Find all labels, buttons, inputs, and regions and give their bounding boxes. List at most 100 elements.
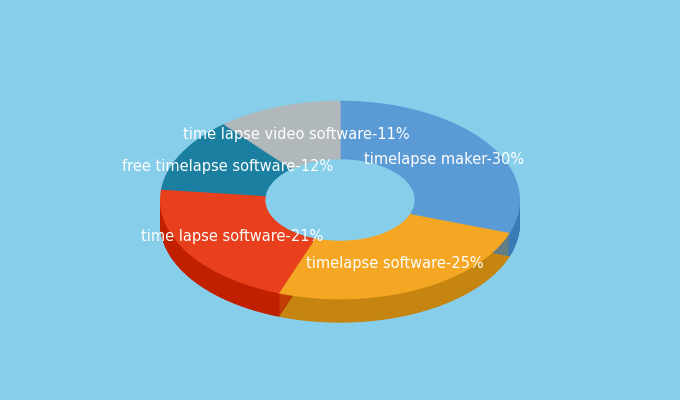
Polygon shape — [367, 238, 369, 262]
Polygon shape — [498, 245, 499, 270]
Polygon shape — [436, 282, 439, 307]
Polygon shape — [365, 239, 367, 262]
Polygon shape — [376, 236, 377, 260]
Polygon shape — [373, 237, 374, 260]
Polygon shape — [364, 239, 365, 262]
Polygon shape — [372, 237, 373, 261]
Polygon shape — [386, 295, 389, 319]
Polygon shape — [344, 241, 345, 265]
Polygon shape — [381, 296, 384, 319]
Polygon shape — [270, 291, 272, 314]
Polygon shape — [292, 232, 293, 256]
Polygon shape — [338, 299, 341, 322]
Polygon shape — [207, 266, 209, 290]
Polygon shape — [225, 101, 340, 168]
Polygon shape — [346, 241, 347, 264]
Polygon shape — [492, 251, 494, 276]
Polygon shape — [369, 297, 372, 320]
Polygon shape — [179, 243, 180, 268]
Polygon shape — [301, 296, 303, 320]
Polygon shape — [297, 234, 298, 258]
Polygon shape — [457, 274, 459, 298]
Polygon shape — [212, 269, 214, 294]
Polygon shape — [232, 279, 234, 303]
Polygon shape — [509, 230, 511, 256]
Polygon shape — [291, 231, 292, 255]
Polygon shape — [411, 214, 509, 256]
Polygon shape — [168, 227, 169, 252]
Polygon shape — [192, 256, 194, 280]
Polygon shape — [382, 234, 384, 258]
Polygon shape — [279, 239, 314, 316]
Polygon shape — [256, 287, 259, 311]
Polygon shape — [324, 240, 326, 264]
Polygon shape — [401, 224, 402, 248]
Polygon shape — [356, 240, 357, 264]
Polygon shape — [381, 234, 382, 258]
Polygon shape — [504, 238, 505, 263]
Polygon shape — [445, 279, 447, 303]
Polygon shape — [290, 295, 292, 318]
Polygon shape — [203, 263, 204, 288]
Polygon shape — [496, 247, 498, 272]
Polygon shape — [352, 241, 354, 264]
Polygon shape — [231, 278, 232, 302]
Text: free timelapse software-12%: free timelapse software-12% — [122, 160, 333, 174]
Polygon shape — [467, 268, 469, 293]
Polygon shape — [473, 265, 475, 289]
Polygon shape — [219, 273, 221, 297]
Text: time lapse software-21%: time lapse software-21% — [141, 230, 323, 244]
Polygon shape — [293, 232, 294, 256]
Polygon shape — [490, 252, 492, 277]
Polygon shape — [261, 288, 263, 312]
Polygon shape — [511, 227, 513, 252]
Polygon shape — [313, 239, 314, 262]
Polygon shape — [358, 240, 359, 264]
Polygon shape — [300, 235, 301, 258]
Polygon shape — [315, 298, 318, 321]
Polygon shape — [447, 278, 450, 302]
Polygon shape — [359, 240, 360, 263]
Polygon shape — [346, 298, 350, 322]
Polygon shape — [289, 230, 290, 254]
Polygon shape — [499, 244, 500, 269]
Polygon shape — [503, 240, 504, 264]
Polygon shape — [322, 240, 324, 264]
Polygon shape — [345, 241, 346, 265]
Text: timelapse software-25%: timelapse software-25% — [306, 256, 483, 271]
Polygon shape — [182, 247, 184, 271]
Polygon shape — [339, 242, 340, 265]
Polygon shape — [216, 271, 218, 295]
Polygon shape — [371, 238, 372, 261]
Polygon shape — [162, 124, 292, 196]
Polygon shape — [459, 273, 461, 297]
Polygon shape — [502, 241, 503, 266]
Polygon shape — [380, 235, 381, 258]
Polygon shape — [176, 240, 177, 264]
Polygon shape — [363, 239, 364, 263]
Polygon shape — [285, 228, 286, 252]
Polygon shape — [500, 242, 502, 267]
Polygon shape — [341, 298, 343, 322]
Polygon shape — [199, 261, 201, 286]
Polygon shape — [309, 297, 312, 321]
Polygon shape — [398, 226, 399, 250]
Polygon shape — [391, 230, 392, 254]
Polygon shape — [335, 298, 338, 322]
Polygon shape — [340, 242, 341, 265]
Polygon shape — [279, 239, 314, 316]
Polygon shape — [405, 291, 408, 315]
Polygon shape — [294, 233, 296, 257]
Polygon shape — [347, 241, 349, 264]
Polygon shape — [320, 240, 321, 264]
Polygon shape — [177, 241, 178, 265]
Polygon shape — [197, 259, 198, 284]
Polygon shape — [282, 293, 284, 317]
Polygon shape — [296, 234, 297, 257]
Polygon shape — [201, 262, 203, 286]
Polygon shape — [424, 286, 426, 310]
Polygon shape — [333, 241, 335, 265]
Polygon shape — [379, 235, 380, 259]
Polygon shape — [452, 276, 454, 300]
Polygon shape — [482, 259, 484, 283]
